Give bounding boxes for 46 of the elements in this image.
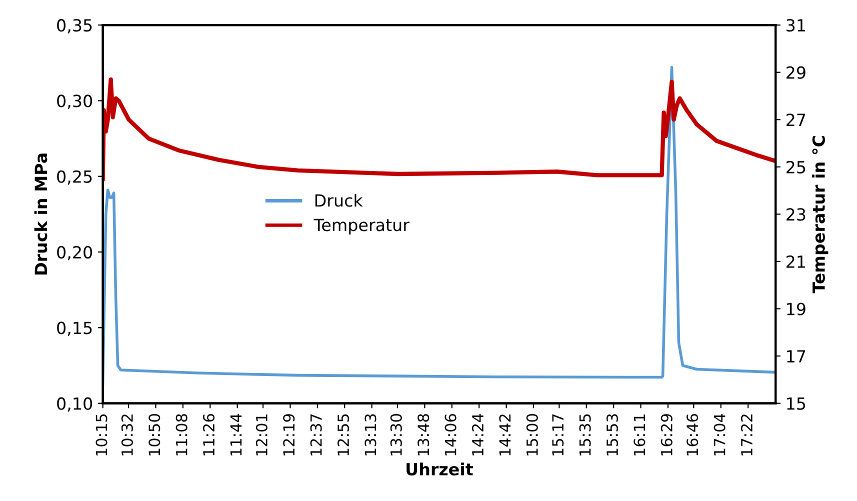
x-tick-label: 12:19	[283, 414, 295, 456]
y2-tick-label: 25	[786, 160, 806, 174]
x-tick-label: 10:15	[96, 414, 108, 456]
x-axis-title: Uhrzeit	[406, 462, 473, 476]
x-tick-label: 17:22	[740, 414, 752, 456]
x-tick-label: 14:06	[444, 414, 456, 456]
x-tick-label: 16:29	[660, 414, 672, 456]
x-tick-label: 12:37	[310, 414, 322, 456]
x-tick-label: 10:32	[121, 414, 133, 456]
y-axis-title: Druck in MPa	[34, 154, 48, 274]
y-tick-label: 0,10	[57, 397, 92, 412]
x-tick-label: 10:50	[148, 414, 160, 456]
y2-tick-label: 15	[787, 397, 806, 410]
y2-tick-label: 17	[787, 350, 806, 362]
y-tick-label: 0,20	[57, 246, 92, 260]
legend-label: Druck	[315, 194, 363, 207]
x-tick-label: 11:44	[230, 414, 242, 456]
x-tick-label: 12:55	[337, 414, 350, 456]
line-series	[102, 77, 776, 181]
x-tick-label: 13:13	[364, 414, 376, 456]
y2-tick-label: 19	[787, 302, 806, 316]
y-tick-label: 0,25	[57, 170, 92, 185]
y2-tick-label: 27	[786, 114, 806, 126]
x-tick-label: 16:46	[686, 414, 698, 456]
y2-tick-label: 31	[786, 19, 805, 32]
y-tick-label: 0,30	[57, 94, 92, 109]
y2-tick-label: 21	[786, 255, 805, 268]
y2-axis-title: Temperatur in °C	[812, 136, 828, 294]
y-tick-label: 0,35	[57, 19, 92, 34]
x-tick-label: 13:30	[390, 414, 402, 456]
x-tick-label: 17:04	[714, 414, 726, 456]
y-tick-label: 0,15	[57, 322, 92, 336]
x-tick-label: 15:17	[552, 414, 564, 456]
x-tick-label: 12:01	[256, 414, 268, 456]
x-tick-label: 14:42	[499, 414, 511, 456]
x-tick-label: 15:35	[579, 414, 591, 456]
y2-tick-label: 29	[786, 66, 806, 79]
x-tick-label: 16:11	[634, 414, 646, 456]
x-tick-label: 11:08	[176, 414, 188, 456]
x-tick-label: 15:00	[526, 414, 538, 456]
legend-label: Temperatur	[314, 218, 410, 234]
y2-tick-label: 23	[786, 208, 806, 221]
x-tick-label: 15:53	[606, 414, 618, 456]
x-tick-label: 13:48	[418, 414, 430, 456]
x-tick-label: 14:24	[472, 414, 484, 456]
x-tick-label: 11:26	[203, 414, 215, 456]
